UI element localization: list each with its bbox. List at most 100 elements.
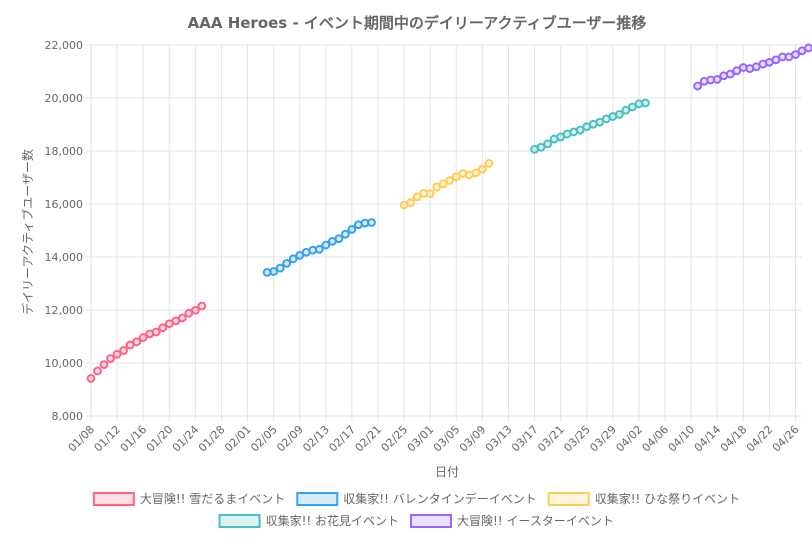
x-tick-label: 02/17 (326, 423, 358, 455)
legend-label: 収集家!! お花見イベント (266, 513, 399, 528)
data-point (99, 360, 109, 369)
y-tick-label: 8,000 (52, 410, 84, 423)
y-tick-label: 10,000 (45, 357, 84, 370)
data-point (314, 244, 324, 254)
x-tick-label: 01/24 (170, 423, 202, 455)
y-tick-label: 22,000 (45, 39, 84, 52)
legend-item[interactable]: 収集家!! バレンタインデーイベント (296, 491, 537, 506)
y-tick-label: 18,000 (45, 145, 84, 158)
x-tick-label: 01/16 (118, 423, 150, 455)
data-point (543, 139, 553, 149)
data-point (621, 105, 631, 115)
data-point (412, 192, 422, 202)
data-point (334, 234, 344, 244)
legend: 大冒険!! 雪だるまイベント 収集家!! バレンタインデーイベント 収集家!! ひな… (92, 491, 740, 528)
data-point (595, 117, 605, 127)
data-point (138, 333, 148, 342)
data-point (151, 327, 161, 337)
series-4 (530, 98, 650, 154)
x-tick-label: 01/12 (92, 423, 124, 455)
x-tick-label: 01/28 (196, 423, 228, 455)
data-point (693, 81, 703, 91)
data-point (725, 69, 735, 79)
legend-swatch (409, 514, 452, 528)
x-tick-label: 03/17 (509, 423, 541, 455)
x-tick-label: 04/18 (718, 423, 750, 455)
data-point (628, 102, 637, 112)
data-point (275, 263, 285, 273)
legend-label: 収集家!! バレンタインデーイベント (343, 491, 536, 506)
data-point (425, 189, 435, 199)
x-tick-label: 03/25 (561, 423, 593, 455)
data-point (406, 198, 416, 208)
data-point (477, 164, 487, 174)
data-point (451, 172, 461, 182)
legend-label: 大冒険!! 雪だるまイベント (140, 492, 285, 506)
x-tick-label: 03/13 (483, 423, 515, 455)
axes: 8,000 10,000 12,000 14,000 16,000 18,000 20,00… (45, 39, 802, 455)
data-point (432, 182, 442, 192)
x-tick-label: 02/13 (300, 423, 332, 455)
chart-title: AAA Heroes - イベント期間中のデイリーアクティブユーザー推移 (188, 14, 647, 32)
data-point (112, 349, 122, 359)
legend-swatch (218, 514, 261, 528)
y-tick-label: 12,000 (45, 304, 84, 317)
legend-label: 収集家!! ひな祭りイベント (595, 491, 740, 506)
series-2 (262, 218, 376, 277)
grid-lines (90, 44, 802, 421)
x-tick-label: 02/09 (274, 423, 306, 455)
data-point (484, 159, 494, 168)
legend-item[interactable]: 大冒険!! 雪だるまイベント (92, 492, 285, 506)
data-point (438, 179, 448, 189)
y-axis-title: デイリーアクティブユーザー数 (20, 149, 35, 315)
series-5 (693, 43, 812, 91)
data-point (269, 267, 279, 276)
data-point (190, 305, 200, 315)
data-point (575, 125, 585, 135)
data-point (471, 168, 481, 178)
x-tick-label: 01/20 (144, 423, 176, 455)
data-point (732, 66, 742, 76)
data-point (132, 337, 142, 347)
data-point (125, 340, 135, 350)
data-point (347, 225, 357, 234)
data-point (295, 251, 305, 260)
x-tick-label: 02/05 (248, 423, 280, 455)
x-tick-label: 04/10 (666, 423, 698, 455)
data-point (86, 373, 96, 383)
y-tick-label: 14,000 (45, 251, 84, 264)
data-point (106, 354, 115, 363)
data-point (445, 176, 455, 185)
legend-swatch (92, 492, 135, 506)
data-point (641, 98, 650, 108)
legend-label: 大冒険!! イースターイベント (457, 514, 614, 528)
data-point (712, 75, 722, 84)
series-3 (399, 159, 494, 210)
x-tick-label: 03/21 (535, 423, 567, 455)
y-tick-label: 20,000 (45, 92, 84, 105)
data-point (791, 50, 800, 59)
data-point (119, 346, 129, 355)
legend-item[interactable]: 収集家!! お花見イベント (218, 513, 399, 528)
legend-item[interactable]: 収集家!! ひな祭りイベント (547, 491, 740, 506)
data-point (177, 313, 187, 323)
x-tick-label: 03/09 (457, 423, 489, 455)
y-tick-label: 16,000 (45, 198, 84, 211)
x-tick-label: 02/21 (353, 423, 385, 455)
x-tick-label: 04/02 (613, 423, 645, 455)
x-tick-label: 03/01 (405, 423, 437, 455)
x-axis-title: 日付 (435, 465, 459, 479)
data-point (536, 142, 546, 152)
series-1 (86, 301, 207, 383)
data-point (367, 218, 376, 227)
data-point (804, 43, 812, 53)
data-points (86, 43, 812, 383)
legend-item[interactable]: 大冒険!! イースターイベント (409, 514, 614, 528)
data-point (614, 110, 624, 119)
x-tick-label: 04/06 (640, 423, 672, 455)
data-point (288, 254, 298, 264)
x-tick-label: 04/14 (692, 423, 724, 455)
data-point (93, 366, 102, 376)
